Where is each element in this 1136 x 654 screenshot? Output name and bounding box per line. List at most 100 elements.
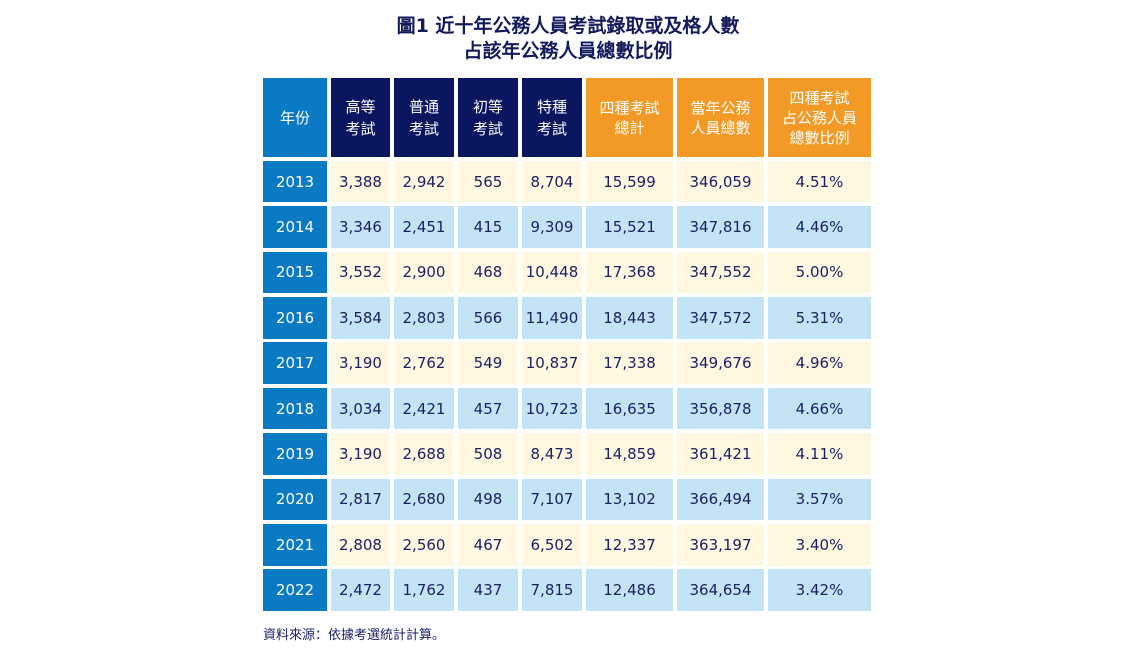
header-line: 占公務人員 bbox=[781, 108, 857, 127]
table-cell: 508 bbox=[458, 433, 518, 475]
header-cell: 特種考試 bbox=[522, 78, 582, 157]
table-cell: 7,815 bbox=[522, 569, 582, 611]
data-table: 年份 高等考試 普通考試 初等考試 特種考試 四種考試 總計 當年公務 人員總數 四種考試 占公務人… bbox=[263, 78, 871, 611]
header-cell: 普通考試 bbox=[394, 78, 454, 157]
table-cell: 5.31% bbox=[768, 296, 871, 339]
table-cell: 7,107 bbox=[522, 478, 582, 521]
header-line: 年份 bbox=[279, 109, 310, 127]
table-cell: 468 bbox=[458, 251, 518, 294]
table-cell: 2,680 bbox=[394, 478, 454, 521]
year-cell: 2018 bbox=[263, 387, 327, 430]
table-cell: 3.40% bbox=[768, 523, 871, 566]
header-label: 普通考試 bbox=[408, 97, 439, 138]
year-cell: 2014 bbox=[263, 206, 327, 248]
table-cell: 13,102 bbox=[586, 478, 673, 521]
year-cell: 2020 bbox=[263, 478, 327, 521]
table-cell: 3,552 bbox=[331, 251, 390, 294]
table-cell: 565 bbox=[458, 160, 518, 203]
table-cell: 467 bbox=[458, 523, 518, 566]
header-line: 四種考試 bbox=[789, 88, 850, 107]
footnote: 資料來源：依據考選統計計算。 bbox=[263, 628, 446, 643]
table-cell: 10,723 bbox=[522, 387, 582, 430]
table-cell: 2,817 bbox=[331, 478, 390, 521]
header-line: 總數比例 bbox=[789, 128, 850, 147]
header-line: 人員總數 bbox=[690, 118, 751, 137]
table-cell: 3,388 bbox=[331, 160, 390, 203]
table-cell: 2,472 bbox=[331, 569, 390, 611]
header-line: 四種考試 bbox=[599, 98, 660, 117]
table-cell: 415 bbox=[458, 206, 518, 248]
year-cell: 2021 bbox=[263, 523, 327, 566]
table-cell: 6,502 bbox=[522, 523, 582, 566]
table-cell: 366,494 bbox=[677, 478, 764, 521]
table-cell: 2,803 bbox=[394, 296, 454, 339]
title-line-1: 圖1 近十年公務人員考試錄取或及格人數 bbox=[396, 15, 740, 37]
table-cell: 14,859 bbox=[586, 433, 673, 475]
header-label: 高等考試 bbox=[345, 97, 376, 138]
table-cell: 4.11% bbox=[768, 433, 871, 475]
table-cell: 17,368 bbox=[586, 251, 673, 294]
table-cell: 10,837 bbox=[522, 342, 582, 384]
table-cell: 346,059 bbox=[677, 160, 764, 203]
table-cell: 2,560 bbox=[394, 523, 454, 566]
table-cell: 3,190 bbox=[331, 342, 390, 384]
table-cell: 1,762 bbox=[394, 569, 454, 611]
table-cell: 3,190 bbox=[331, 433, 390, 475]
year-cell: 2016 bbox=[263, 296, 327, 339]
table-cell: 3.57% bbox=[768, 478, 871, 521]
header-cell: 當年公務 人員總數 bbox=[677, 78, 764, 157]
table-cell: 15,521 bbox=[586, 206, 673, 248]
table-cell: 4.46% bbox=[768, 206, 871, 248]
table-cell: 3,584 bbox=[331, 296, 390, 339]
table-cell: 12,337 bbox=[586, 523, 673, 566]
header-label: 初等考試 bbox=[472, 97, 503, 138]
table-cell: 549 bbox=[458, 342, 518, 384]
table-cell: 4.96% bbox=[768, 342, 871, 384]
year-cell: 2017 bbox=[263, 342, 327, 384]
table-cell: 2,762 bbox=[394, 342, 454, 384]
table-cell: 2,688 bbox=[394, 433, 454, 475]
header-cell: 年份 bbox=[263, 78, 327, 157]
year-cell: 2015 bbox=[263, 251, 327, 294]
table-cell: 9,309 bbox=[522, 206, 582, 248]
table-cell: 349,676 bbox=[677, 342, 764, 384]
table-cell: 3,034 bbox=[331, 387, 390, 430]
table-cell: 364,654 bbox=[677, 569, 764, 611]
table-cell: 347,552 bbox=[677, 251, 764, 294]
table-cell: 17,338 bbox=[586, 342, 673, 384]
table-cell: 3.42% bbox=[768, 569, 871, 611]
table-cell: 347,572 bbox=[677, 296, 764, 339]
table-cell: 498 bbox=[458, 478, 518, 521]
year-cell: 2022 bbox=[263, 569, 327, 611]
table-cell: 15,599 bbox=[586, 160, 673, 203]
table-cell: 2,421 bbox=[394, 387, 454, 430]
table-cell: 566 bbox=[458, 296, 518, 339]
table-cell: 437 bbox=[458, 569, 518, 611]
table-cell: 356,878 bbox=[677, 387, 764, 430]
table-cell: 2,808 bbox=[331, 523, 390, 566]
table-cell: 2,900 bbox=[394, 251, 454, 294]
table-cell: 3,346 bbox=[331, 206, 390, 248]
header-line: 當年公務 bbox=[690, 98, 751, 117]
title-line-2: 占該年公務人員總數比例 bbox=[463, 40, 673, 62]
table-cell: 8,473 bbox=[522, 433, 582, 475]
header-cell: 四種考試 占公務人員 總數比例 bbox=[768, 78, 871, 157]
header-line: 總計 bbox=[614, 118, 645, 137]
table-cell: 361,421 bbox=[677, 433, 764, 475]
table-cell: 2,942 bbox=[394, 160, 454, 203]
table-cell: 363,197 bbox=[677, 523, 764, 566]
header-label: 特種考試 bbox=[536, 97, 567, 138]
table-cell: 18,443 bbox=[586, 296, 673, 339]
table-cell: 347,816 bbox=[677, 206, 764, 248]
table-cell: 8,704 bbox=[522, 160, 582, 203]
table-cell: 12,486 bbox=[586, 569, 673, 611]
table-cell: 2,451 bbox=[394, 206, 454, 248]
figure-title: 圖1 近十年公務人員考試錄取或及格人數 占該年公務人員總數比例 bbox=[0, 14, 1136, 64]
table-cell: 5.00% bbox=[768, 251, 871, 294]
table-cell: 4.51% bbox=[768, 160, 871, 203]
header-cell: 初等考試 bbox=[458, 78, 518, 157]
table-cell: 16,635 bbox=[586, 387, 673, 430]
header-cell: 高等考試 bbox=[331, 78, 390, 157]
table-cell: 457 bbox=[458, 387, 518, 430]
header-cell: 四種考試 總計 bbox=[586, 78, 673, 157]
